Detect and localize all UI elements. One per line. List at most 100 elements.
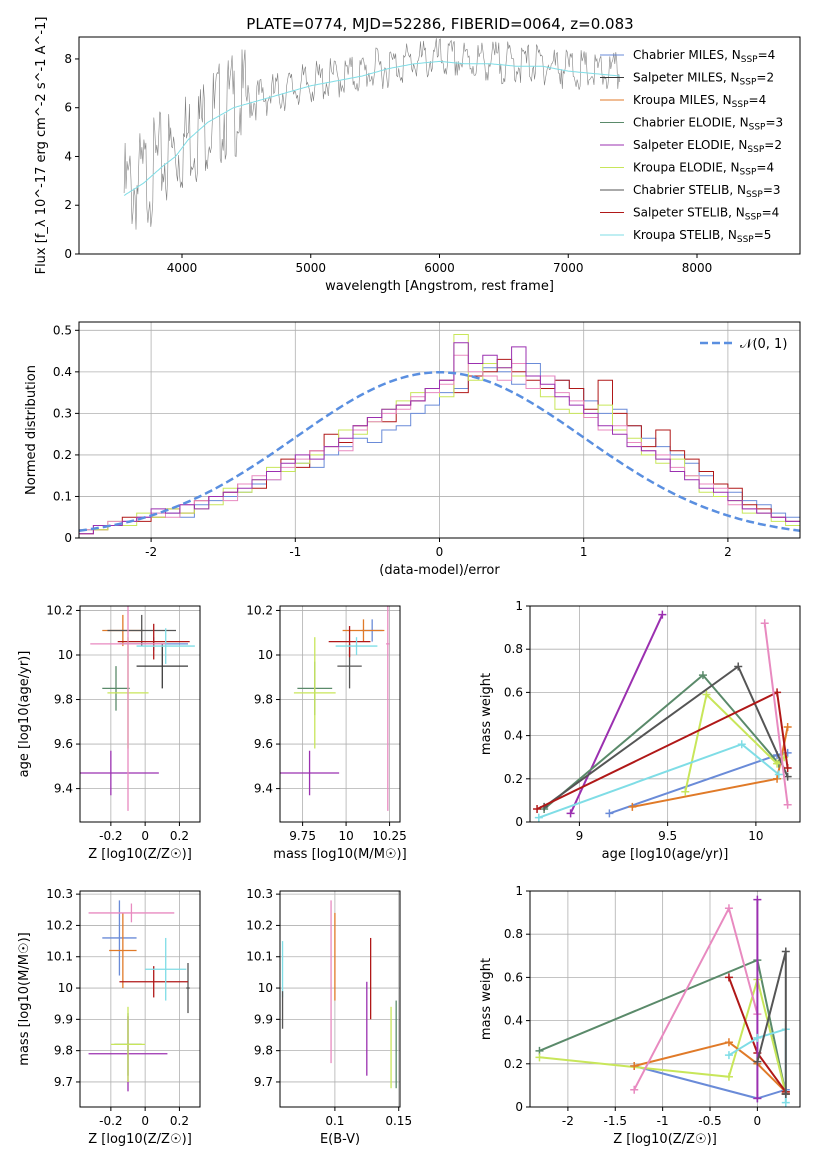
y-tick-label: 0.8 <box>504 642 523 656</box>
weight-marker <box>534 813 543 822</box>
x-axis-label: (data-model)/error <box>379 563 500 578</box>
x-axis-label: age [log10(age/yr)] <box>602 847 729 862</box>
data-point <box>280 750 340 796</box>
x-tick-label: 9.5 <box>658 829 677 843</box>
plot-area <box>123 38 621 230</box>
chart-mass-vs-Z: -0.2 0 0.2 9.7 9.8 9.9 10 10.1 10.2 10.3 Z [log10(… <box>17 887 201 1147</box>
weight-line <box>684 692 785 793</box>
y-tick-label: 10.3 <box>246 887 273 901</box>
y-tick-label: 9.9 <box>254 1012 273 1026</box>
legend-entry: Salpeter MILES, NSSP=2 <box>633 71 774 88</box>
legend-entry: Salpeter ELODIE, NSSP=2 <box>633 138 782 155</box>
y-tick-label: 8 <box>64 52 72 66</box>
legend-entry: Chabrier MILES, NSSP=4 <box>633 48 775 65</box>
legend-entry: Chabrier STELIB, NSSP=3 <box>633 183 781 200</box>
plot-area <box>80 606 200 822</box>
x-tick-label: -2 <box>145 545 157 559</box>
weight-marker <box>724 1038 733 1047</box>
legend-subscript: SSP <box>737 235 754 245</box>
weight-marker <box>781 947 790 956</box>
weight-marker <box>783 800 792 809</box>
y-tick-label: 0.5 <box>53 323 72 337</box>
data-point <box>186 963 190 1014</box>
legend-subscript: SSP <box>740 78 757 88</box>
weight-marker <box>724 1051 733 1060</box>
x-axis-label: Z [log10(Z/Z☉)] <box>88 1132 192 1147</box>
y-tick-label: 10.1 <box>46 950 73 964</box>
x-tick-label: 0.2 <box>170 1114 189 1128</box>
weight-marker <box>783 722 792 731</box>
data-point <box>107 614 176 647</box>
data-point <box>293 637 336 749</box>
weight-marker <box>783 764 792 772</box>
x-tick-label: 0 <box>436 545 444 559</box>
y-tick-label: 0.2 <box>504 1057 523 1071</box>
x-tick-label: -0.2 <box>99 1114 122 1128</box>
y-axis-label: Normed distribution <box>24 365 39 495</box>
x-tick-label: 0.15 <box>385 1114 412 1128</box>
data-point <box>110 1006 146 1082</box>
weight-line <box>569 614 664 814</box>
weight-marker <box>774 770 783 779</box>
y-tick-label: 10.1 <box>246 950 273 964</box>
legend-subscript: SSP <box>746 190 763 200</box>
y-tick-label: 0 <box>515 815 523 829</box>
legend-nssp: =4 <box>762 206 780 220</box>
y-tick-label: 9.4 <box>254 782 273 796</box>
y-tick-label: 10 <box>58 648 73 662</box>
chart-residuals: -2 -1 0 1 2 0 0.1 0.2 0.3 0.4 0.5 (data-model)/erro… <box>24 321 801 578</box>
y-tick-label: 6 <box>64 101 72 115</box>
x-tick-label: 0 <box>754 1114 762 1128</box>
weight-marker <box>628 802 637 811</box>
y-tick-label: 1 <box>515 884 523 898</box>
y-tick-label: 9.8 <box>254 1044 273 1058</box>
y-axis-label: age [log10(age/yr)] <box>17 651 32 778</box>
normal-curve <box>79 371 800 532</box>
weight-line <box>632 726 789 808</box>
data-point <box>88 903 175 923</box>
weight-line <box>633 1041 787 1093</box>
x-axis-label: wavelength [Angstrom, rest frame] <box>325 279 554 294</box>
y-tick-label: 9.8 <box>54 1044 73 1058</box>
x-tick-label: 0 <box>141 829 149 843</box>
x-tick-label: 10.25 <box>372 829 406 843</box>
legend-subscript: SSP <box>745 213 762 223</box>
x-tick-label: 2 <box>724 545 732 559</box>
weight-marker <box>630 1061 639 1070</box>
y-tick-label: 0 <box>64 531 72 545</box>
y-tick-label: 0 <box>515 1100 523 1114</box>
data-point <box>328 626 371 658</box>
legend-nssp: =3 <box>763 183 781 197</box>
x-axis-label: Z [log10(Z/Z☉)] <box>88 847 192 862</box>
chart-mass-vs-EBV: 0.1 0.15 9.7 9.8 9.9 10 10.1 10.2 10.3 E(B-V) <box>246 887 412 1147</box>
histogram-series <box>79 342 800 535</box>
weight-marker <box>681 787 690 796</box>
x-tick-label: -1 <box>657 1114 669 1128</box>
y-tick-label: 10.2 <box>46 603 73 617</box>
y-axis-label: Flux [f_λ 10^-17 erg cm^-2 s^-1 A^-1] <box>34 17 49 275</box>
weight-marker <box>753 895 762 904</box>
data-point <box>102 666 130 711</box>
legend-entry: Salpeter STELIB, NSSP=4 <box>633 206 779 223</box>
y-tick-label: 10 <box>258 981 273 995</box>
chart-weight-vs-age: 9 9.5 10 0 0.2 0.4 0.6 0.8 1 age [log10(age/yr)] m… <box>479 599 801 862</box>
axes-frame <box>79 605 201 823</box>
weight-marker <box>724 973 733 982</box>
x-tick-label: 1 <box>580 545 588 559</box>
weight-marker <box>781 1090 790 1099</box>
weight-marker <box>658 610 667 619</box>
x-tick-label: 0.1 <box>325 1114 344 1128</box>
y-tick-label: 0.6 <box>504 970 523 984</box>
data-point <box>136 643 188 689</box>
weight-marker <box>535 1053 544 1062</box>
weight-marker <box>753 1033 762 1042</box>
data-point <box>80 750 159 796</box>
weight-line <box>633 905 759 1091</box>
weight-marker <box>630 1085 639 1094</box>
axes-frame <box>529 890 801 1108</box>
y-tick-label: 9.9 <box>54 1012 73 1026</box>
x-tick-label: 7000 <box>553 261 584 275</box>
y-tick-label: 9.7 <box>254 1075 273 1089</box>
y-tick-label: 0.8 <box>504 927 523 941</box>
y-tick-label: 0 <box>64 247 72 261</box>
